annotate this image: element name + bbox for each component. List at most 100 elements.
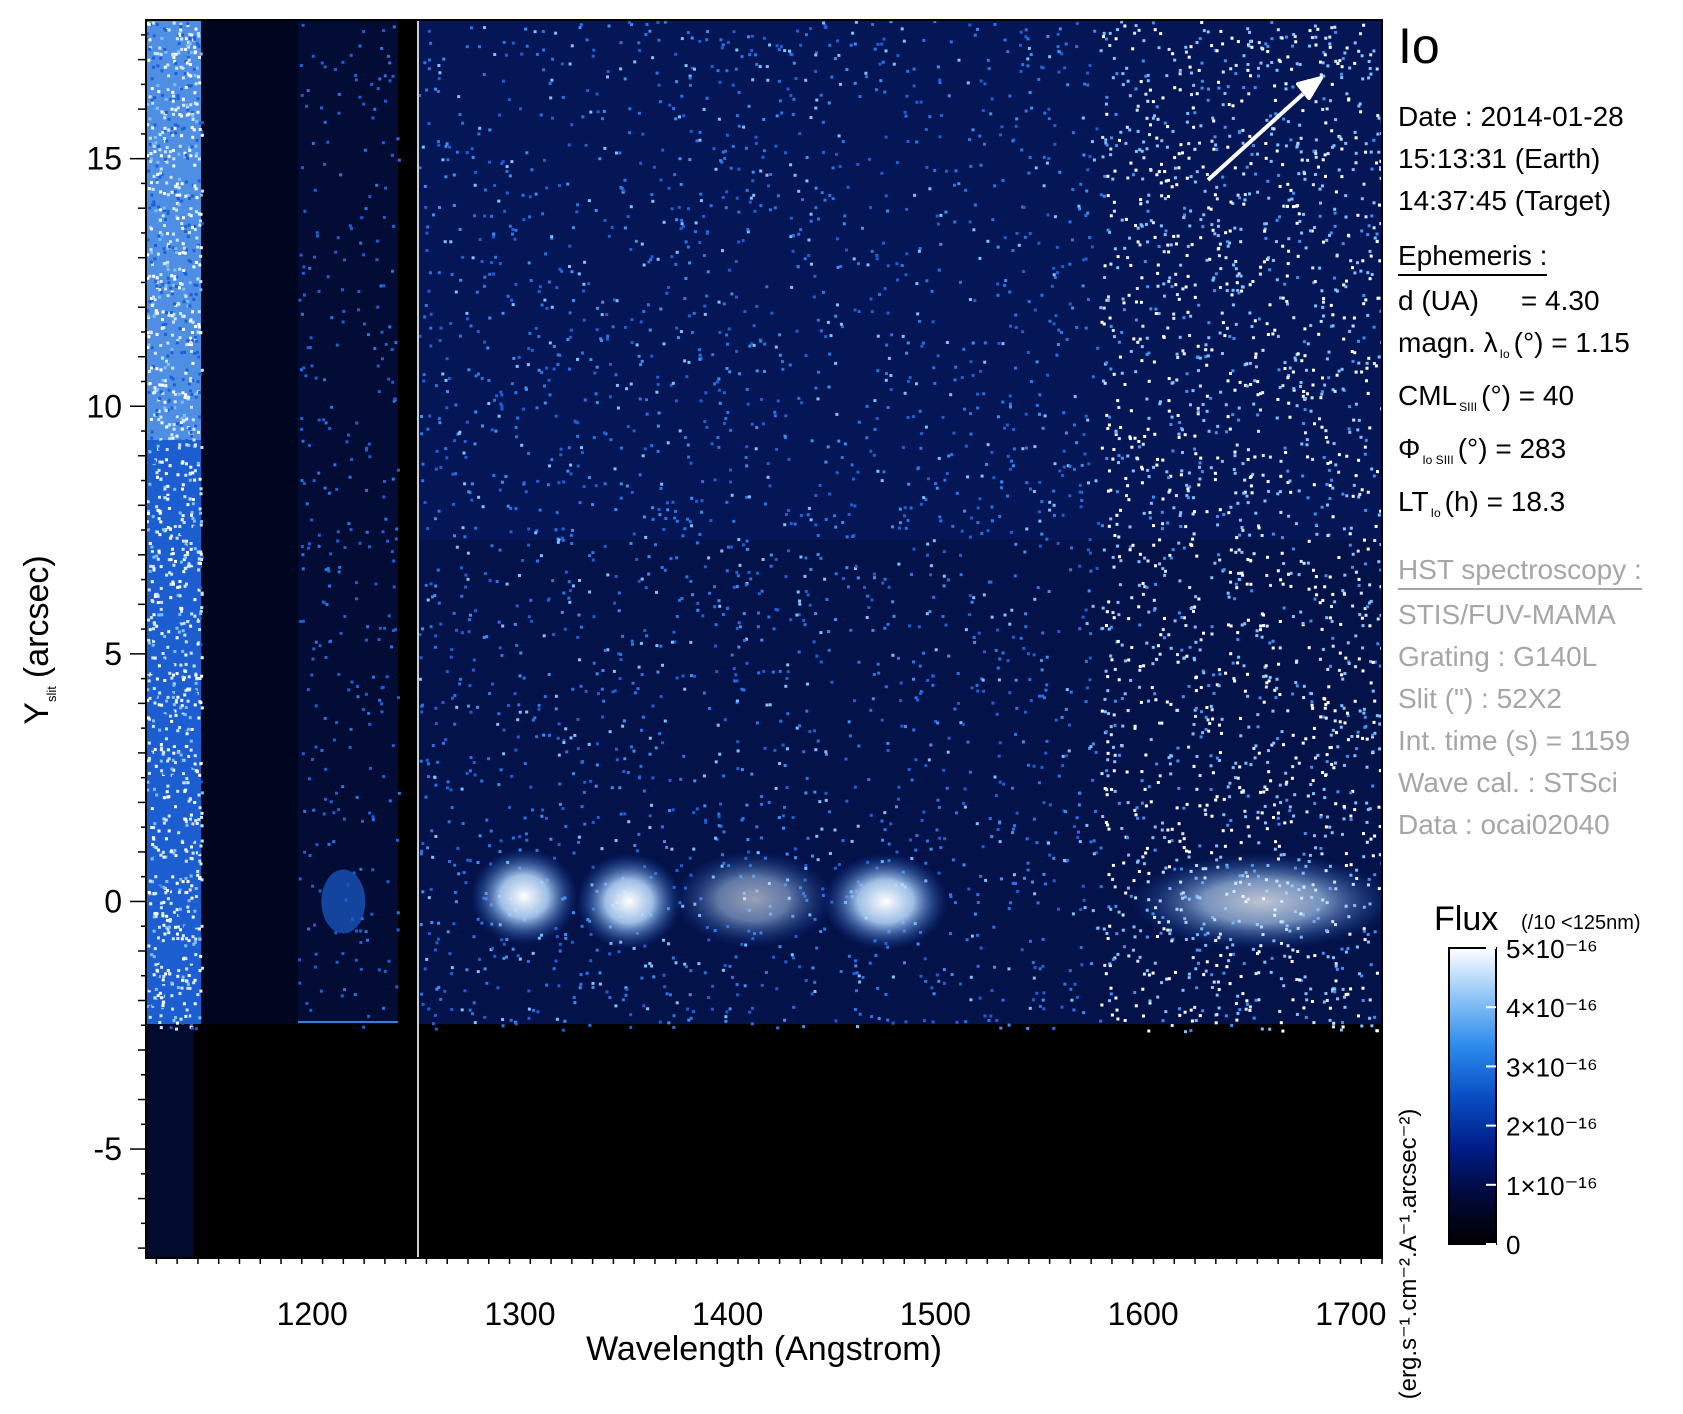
noise-pixel <box>976 392 979 396</box>
noise-pixel <box>550 458 554 462</box>
noise-pixel <box>771 670 775 674</box>
noise-pixel <box>453 863 457 867</box>
noise-pixel <box>311 884 315 888</box>
noise-pixel <box>745 464 749 468</box>
noise-pixel <box>451 472 455 476</box>
noise-pixel <box>189 534 193 538</box>
noise-pixel <box>196 245 200 249</box>
noise-pixel <box>173 849 177 853</box>
noise-pixel <box>592 436 596 440</box>
noise-pixel <box>191 320 195 324</box>
noise-pixel <box>717 445 721 449</box>
noise-pixel <box>603 649 607 652</box>
noise-pixel <box>1021 740 1025 744</box>
noise-pixel <box>167 757 171 761</box>
noise-pixel <box>322 812 326 816</box>
noise-pixel <box>1252 552 1256 556</box>
noise-pixel <box>773 206 777 210</box>
noise-pixel <box>651 776 655 780</box>
noise-pixel <box>726 411 730 414</box>
noise-pixel <box>426 427 430 431</box>
noise-pixel <box>710 442 714 446</box>
noise-pixel <box>193 973 197 977</box>
noise-pixel <box>938 81 942 85</box>
noise-pixel <box>778 353 782 357</box>
noise-pixel <box>1094 479 1098 483</box>
noise-pixel <box>148 95 152 99</box>
noise-pixel <box>1360 1024 1364 1028</box>
noise-pixel <box>768 703 772 707</box>
noise-pixel <box>1311 383 1315 387</box>
noise-pixel <box>159 810 163 814</box>
noise-pixel <box>990 615 994 619</box>
noise-pixel <box>445 406 449 410</box>
noise-pixel <box>788 49 792 53</box>
noise-pixel <box>602 109 606 113</box>
noise-pixel <box>185 709 189 713</box>
noise-pixel <box>858 980 862 984</box>
noise-pixel <box>623 326 627 329</box>
noise-pixel <box>1341 987 1345 991</box>
noise-pixel <box>335 721 339 725</box>
noise-pixel <box>156 508 160 512</box>
noise-pixel <box>983 142 986 146</box>
noise-pixel <box>472 761 476 764</box>
noise-pixel <box>150 670 154 674</box>
noise-pixel <box>158 218 162 222</box>
noise-pixel <box>149 417 153 421</box>
noise-pixel <box>871 628 875 632</box>
noise-pixel <box>1218 672 1222 676</box>
noise-pixel <box>337 570 341 574</box>
noise-pixel <box>874 953 878 957</box>
noise-pixel <box>794 77 798 80</box>
noise-pixel <box>1088 678 1092 682</box>
noise-pixel <box>924 861 928 865</box>
noise-pixel <box>156 172 160 176</box>
noise-pixel <box>542 634 546 638</box>
noise-pixel <box>1343 592 1346 596</box>
noise-pixel <box>178 286 181 290</box>
noise-pixel <box>591 558 595 562</box>
noise-pixel <box>1048 853 1052 857</box>
noise-pixel <box>153 653 156 657</box>
noise-pixel <box>634 239 638 243</box>
noise-pixel <box>945 472 949 475</box>
noise-pixel <box>373 347 377 350</box>
noise-pixel <box>468 684 472 688</box>
noise-pixel <box>944 210 948 214</box>
noise-pixel <box>183 72 187 75</box>
noise-pixel <box>1011 831 1014 835</box>
noise-pixel <box>953 707 957 711</box>
noise-pixel <box>196 110 200 114</box>
noise-pixel <box>419 656 423 660</box>
noise-pixel <box>578 986 582 990</box>
noise-pixel <box>1377 560 1381 564</box>
noise-pixel <box>918 664 922 668</box>
noise-pixel <box>752 343 756 347</box>
noise-pixel <box>382 775 386 779</box>
noise-pixel <box>177 969 181 973</box>
noise-pixel <box>158 507 162 511</box>
noise-pixel <box>922 651 925 655</box>
noise-pixel <box>924 764 928 768</box>
noise-pixel <box>516 416 520 420</box>
noise-pixel <box>919 692 923 695</box>
noise-pixel <box>1084 700 1088 704</box>
noise-pixel <box>1071 238 1074 242</box>
noise-pixel <box>1119 559 1123 563</box>
noise-pixel <box>1313 512 1317 516</box>
noise-pixel <box>1260 635 1264 639</box>
noise-pixel <box>1042 801 1046 805</box>
noise-pixel <box>675 869 679 872</box>
noise-pixel <box>717 300 721 304</box>
noise-pixel <box>581 451 584 455</box>
noise-pixel <box>169 1012 173 1016</box>
noise-pixel <box>192 35 196 39</box>
noise-pixel <box>365 488 369 492</box>
noise-pixel <box>189 84 193 88</box>
noise-pixel <box>310 518 314 522</box>
noise-pixel <box>814 186 818 190</box>
noise-pixel <box>1278 184 1282 188</box>
noise-pixel <box>1114 432 1118 436</box>
noise-pixel <box>854 1008 857 1011</box>
